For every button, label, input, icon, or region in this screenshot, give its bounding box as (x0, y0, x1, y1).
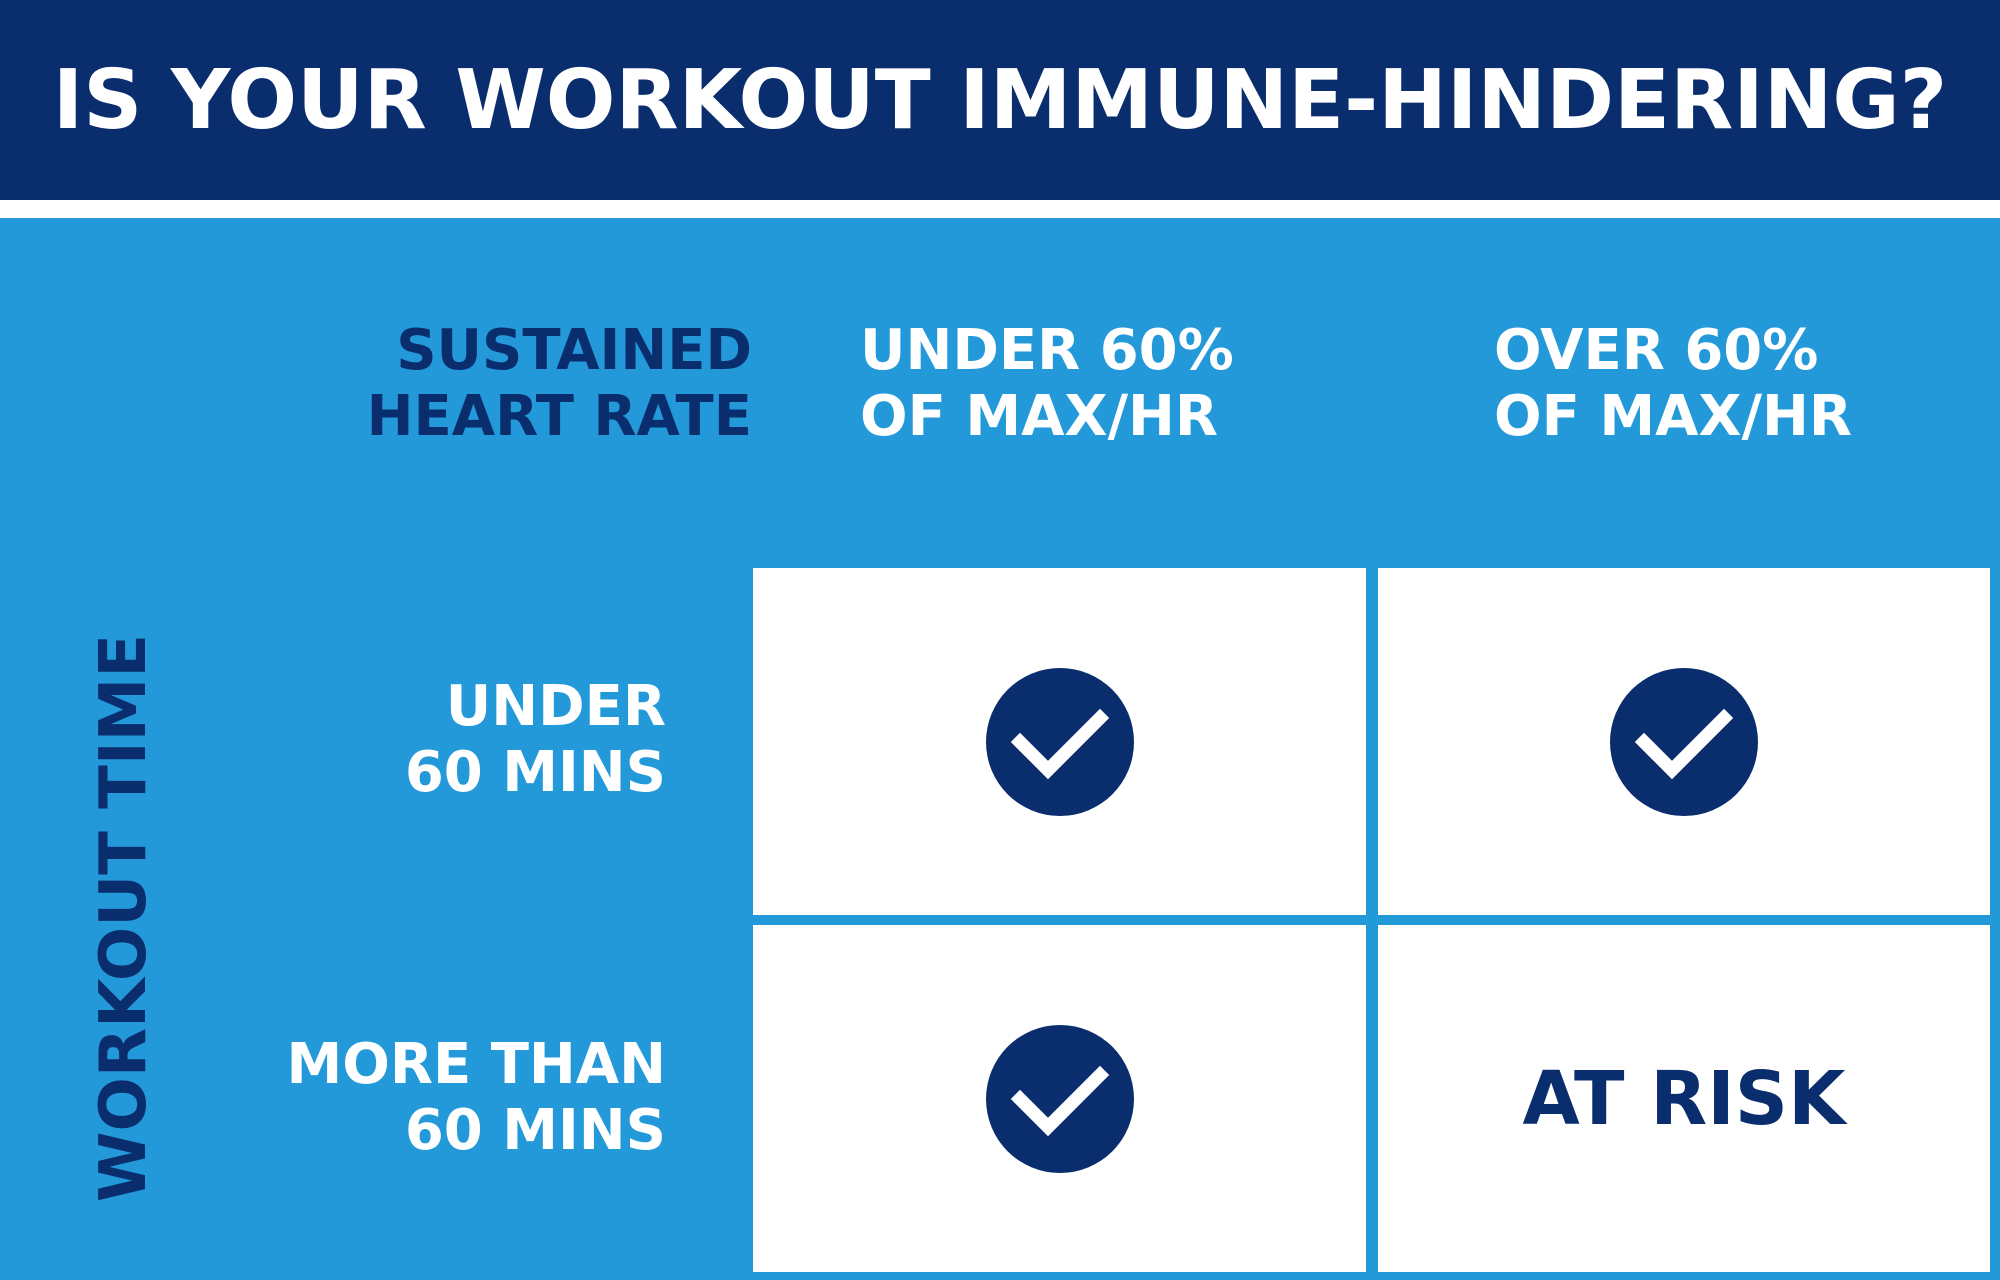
column-axis-label: SUSTAINED HEART RATE (367, 318, 752, 450)
column-header-over-60-percent: OVER 60% OF MAX/HR (1494, 318, 1852, 450)
check-circle-icon (985, 1024, 1134, 1173)
row-axis-label: WORKOUT TIME (87, 633, 161, 1203)
column-header-line-2: OF MAX/HR (1494, 384, 1853, 449)
page-title: IS YOUR WORKOUT IMMUNE-HINDERING? (52, 52, 1948, 148)
column-header-under-60-percent: UNDER 60% OF MAX/HR (860, 318, 1234, 450)
cell-under-60-mins-over-60-percent (1378, 568, 1990, 915)
check-circle-icon (1610, 667, 1758, 816)
row-header-more-than-60-mins: MORE THAN 60 MINS (287, 1032, 666, 1164)
column-header-line-1: UNDER 60% (860, 318, 1234, 383)
at-risk-label: AT RISK (1522, 1055, 1846, 1142)
check-circle-icon (985, 667, 1134, 816)
cell-under-60-mins-under-60-percent (753, 568, 1366, 915)
column-axis-label-line-2: HEART RATE (366, 384, 752, 449)
row-header-under-60-mins: UNDER 60 MINS (405, 674, 666, 806)
row-header-line-2: 60 MINS (404, 740, 666, 805)
column-axis-label-line-1: SUSTAINED (396, 318, 752, 383)
row-header-line-1: UNDER (445, 674, 666, 739)
row-header-line-1: MORE THAN (286, 1032, 666, 1097)
cell-more-than-60-mins-over-60-percent: AT RISK (1378, 925, 1990, 1272)
title-banner: IS YOUR WORKOUT IMMUNE-HINDERING? (0, 0, 2000, 200)
cell-more-than-60-mins-under-60-percent (753, 925, 1366, 1272)
row-header-line-2: 60 MINS (404, 1098, 666, 1163)
column-header-line-1: OVER 60% (1494, 318, 1819, 383)
column-header-line-2: OF MAX/HR (860, 384, 1219, 449)
